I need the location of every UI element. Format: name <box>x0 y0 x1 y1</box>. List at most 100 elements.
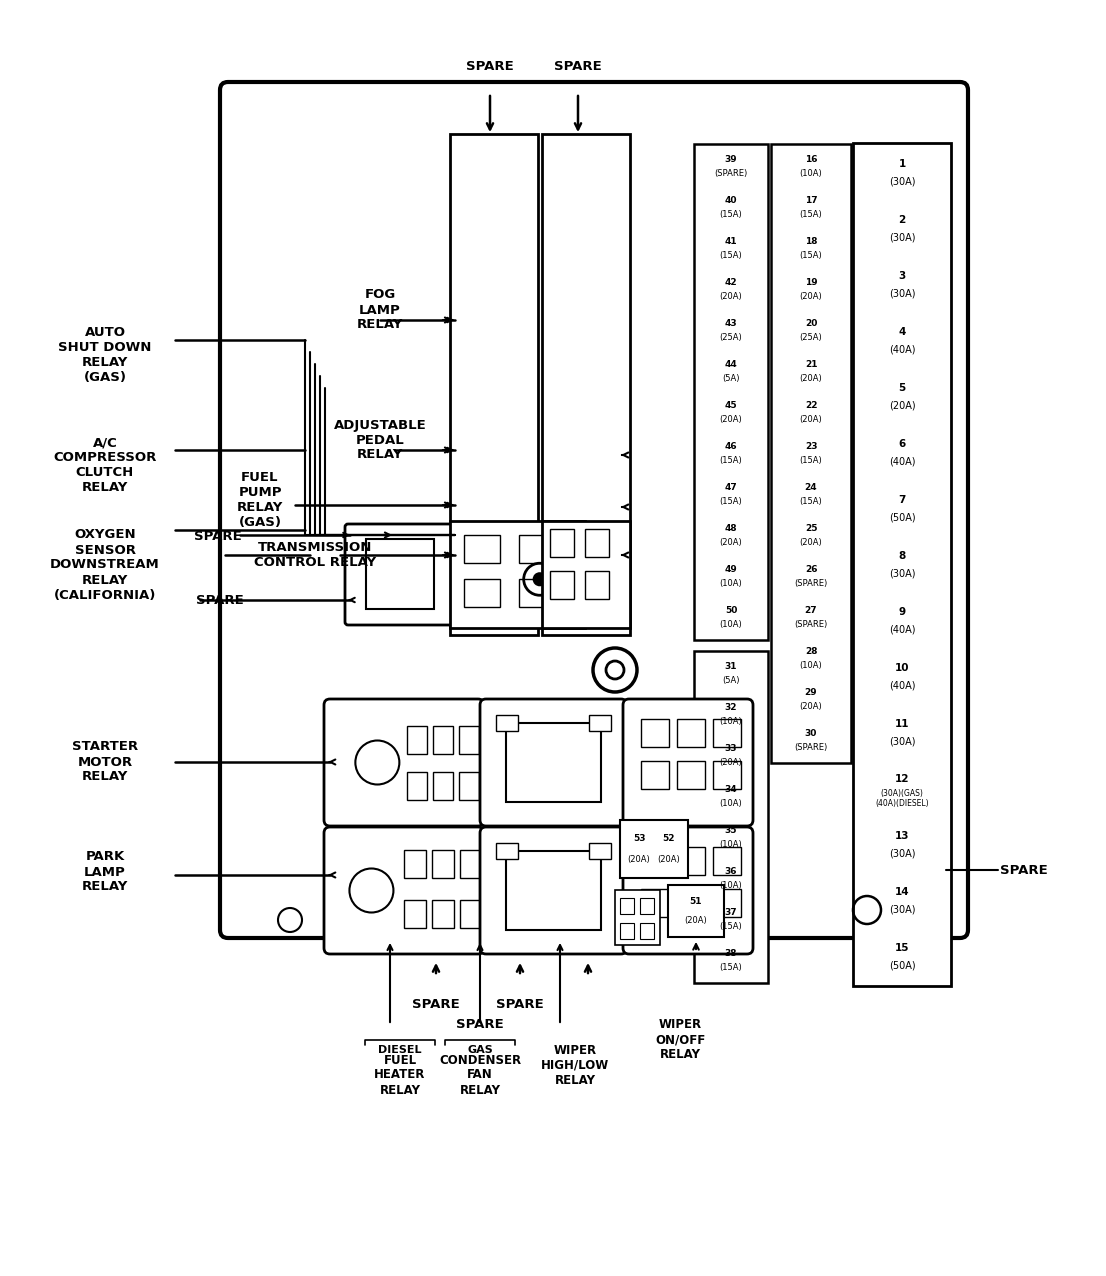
Bar <box>547 581 624 629</box>
Text: CONDENSER
FAN
RELAY: CONDENSER FAN RELAY <box>439 1054 521 1096</box>
Bar <box>570 202 584 214</box>
Bar <box>460 900 482 928</box>
Bar <box>507 723 601 803</box>
Text: (30A): (30A) <box>889 176 916 186</box>
Text: 51: 51 <box>690 897 702 906</box>
Bar <box>570 313 584 325</box>
Bar <box>588 477 603 490</box>
Text: (10A): (10A) <box>720 841 742 850</box>
Text: (10A): (10A) <box>720 620 742 629</box>
Text: (10A): (10A) <box>720 882 742 891</box>
Bar <box>404 900 426 928</box>
Bar <box>459 772 479 800</box>
Text: 44: 44 <box>724 360 738 369</box>
Bar <box>698 148 764 185</box>
Circle shape <box>534 573 545 586</box>
Text: 17: 17 <box>805 197 817 205</box>
Text: A/C
COMPRESSOR
CLUTCH
RELAY: A/C COMPRESSOR CLUTCH RELAY <box>53 436 157 494</box>
Bar <box>588 609 603 621</box>
Bar <box>589 715 611 731</box>
Bar <box>478 499 491 512</box>
Text: WIPER
HIGH/LOW
RELAY: WIPER HIGH/LOW RELAY <box>541 1044 609 1086</box>
Text: 25: 25 <box>805 524 817 533</box>
Bar <box>570 444 584 457</box>
Bar <box>858 316 946 365</box>
Text: GAS: GAS <box>467 1045 493 1055</box>
Bar <box>570 389 584 402</box>
FancyBboxPatch shape <box>345 524 456 625</box>
Text: 49: 49 <box>724 565 738 574</box>
Bar <box>775 722 847 759</box>
FancyBboxPatch shape <box>324 827 484 954</box>
Text: (20A): (20A) <box>720 292 742 301</box>
FancyBboxPatch shape <box>480 699 627 826</box>
Bar <box>542 134 630 635</box>
Bar <box>698 558 764 595</box>
Bar <box>478 279 491 292</box>
Bar <box>507 851 601 930</box>
Text: (10A): (10A) <box>720 579 742 588</box>
Bar <box>478 587 491 600</box>
Text: 35: 35 <box>724 827 738 836</box>
Bar <box>497 334 511 347</box>
Text: (30A): (30A) <box>889 905 916 915</box>
Bar <box>858 877 946 925</box>
Bar <box>641 889 669 917</box>
FancyBboxPatch shape <box>623 699 753 826</box>
Bar <box>853 143 951 986</box>
Bar <box>640 898 654 914</box>
Bar <box>547 195 624 244</box>
Bar <box>497 499 511 512</box>
Bar <box>547 415 624 464</box>
Bar <box>698 695 764 732</box>
Bar <box>698 476 764 513</box>
Bar <box>497 367 511 380</box>
Bar <box>858 540 946 590</box>
Bar <box>497 256 511 271</box>
Bar <box>478 202 491 214</box>
Bar <box>465 579 500 607</box>
Bar <box>641 718 669 746</box>
Bar <box>588 225 603 237</box>
Bar <box>570 532 584 545</box>
Bar <box>775 353 847 390</box>
Text: 47: 47 <box>724 484 738 493</box>
Bar <box>858 484 946 533</box>
Bar <box>497 389 511 402</box>
Text: SPARE: SPARE <box>1000 864 1047 877</box>
Text: (SPARE): (SPARE) <box>714 170 748 179</box>
Text: 27: 27 <box>805 606 817 615</box>
Bar <box>858 427 946 477</box>
Text: 3: 3 <box>898 271 906 281</box>
Bar <box>497 444 511 457</box>
Bar <box>677 889 705 917</box>
Bar <box>570 609 584 621</box>
Bar <box>497 168 511 182</box>
Text: (15A): (15A) <box>720 963 742 972</box>
Bar <box>432 850 453 878</box>
Text: 2: 2 <box>898 214 906 225</box>
Text: (20A): (20A) <box>800 374 823 383</box>
Text: FOG
LAMP
RELAY: FOG LAMP RELAY <box>357 288 404 332</box>
Text: 31: 31 <box>724 662 738 671</box>
Text: 7: 7 <box>898 495 906 505</box>
Text: STARTER
MOTOR
RELAY: STARTER MOTOR RELAY <box>72 740 138 783</box>
Bar <box>588 389 603 402</box>
Bar <box>547 360 624 410</box>
Text: (15A): (15A) <box>800 251 823 260</box>
Bar <box>771 144 851 763</box>
Text: 9: 9 <box>898 606 906 616</box>
Bar <box>620 820 688 878</box>
Bar <box>570 499 584 512</box>
Bar <box>478 367 491 380</box>
Bar <box>478 334 491 347</box>
Bar <box>858 596 946 644</box>
Bar <box>588 367 603 380</box>
Bar <box>698 313 764 350</box>
Bar <box>478 168 491 182</box>
Text: 39: 39 <box>724 156 738 165</box>
Text: 12: 12 <box>895 773 909 783</box>
Text: (25A): (25A) <box>720 333 742 342</box>
Text: (50A): (50A) <box>889 513 916 522</box>
Text: (10A): (10A) <box>720 717 742 726</box>
